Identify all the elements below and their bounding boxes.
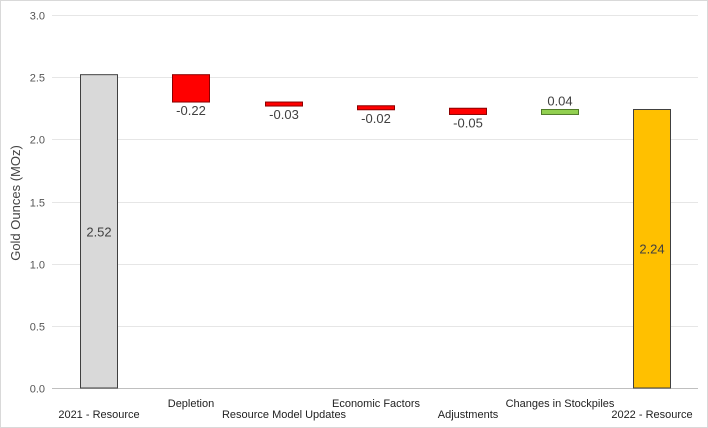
bar-economic-factors: [357, 105, 395, 111]
category-label: Economic Factors: [332, 398, 421, 410]
y-tick-label: 2.5: [30, 73, 45, 85]
y-tick-label: 3.0: [30, 11, 45, 23]
category-label: 2021 - Resource: [58, 409, 139, 421]
data-label: -0.05: [453, 115, 483, 130]
bar-changes-in-stockpiles: [541, 108, 579, 115]
y-tick-label: 2.0: [30, 135, 45, 147]
bar-depletion: [172, 74, 210, 103]
y-tick-label: 0.0: [30, 384, 45, 396]
y-axis-ticks: 0.0 0.5 1.0 1.5 2.0 2.5 3.0: [30, 11, 45, 396]
category-label: Adjustments: [438, 409, 499, 421]
bars: [80, 74, 671, 389]
y-tick-label: 1.5: [30, 198, 45, 210]
category-labels: 2021 - Resource Depletion Resource Model U…: [58, 398, 692, 421]
data-label: -0.22: [176, 103, 206, 118]
data-label: 0.04: [547, 93, 572, 108]
category-label: Resource Model Updates: [222, 409, 347, 421]
y-axis-label: Gold Ounces (MOz): [8, 145, 23, 261]
data-label: 2.24: [639, 242, 664, 257]
bar-2022-resource: [633, 108, 671, 389]
category-label: 2022 - Resource: [611, 409, 692, 421]
data-label: -0.02: [361, 111, 391, 126]
y-tick-label: 0.5: [30, 322, 45, 334]
data-labels: 2.52 -0.22 -0.03 -0.02 -0.05 0.04 2.24: [86, 93, 664, 256]
data-label: 2.52: [86, 224, 111, 239]
y-tick-label: 1.0: [30, 260, 45, 272]
bar-resource-model-updates: [265, 101, 303, 107]
data-label: -0.03: [269, 107, 299, 122]
bar-2021-resource: [80, 74, 118, 389]
gridlines: [52, 15, 698, 327]
category-label: Changes in Stockpiles: [506, 398, 615, 410]
bar-adjustments: [449, 107, 487, 115]
category-label: Depletion: [168, 398, 214, 410]
